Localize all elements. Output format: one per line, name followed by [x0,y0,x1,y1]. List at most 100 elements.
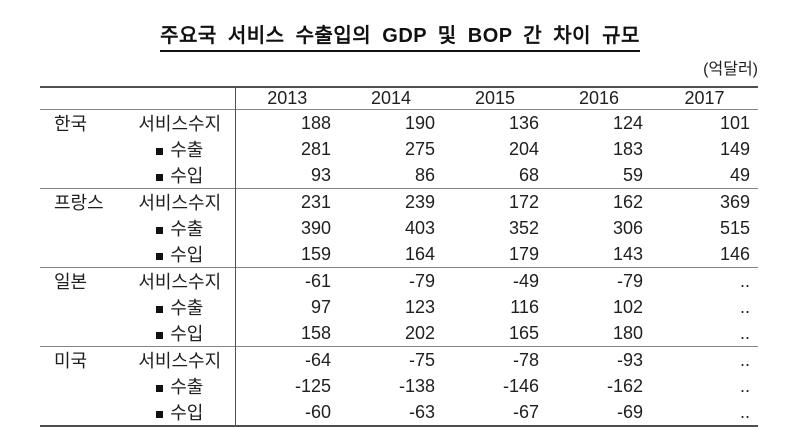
bullet-square-icon [156,253,164,260]
value-cell: 515 [719,217,750,238]
country-cell: 미국 [54,351,88,371]
table-row: 수입 159 164 179 143 146 [40,241,758,268]
value-cell: 369 [719,191,750,212]
value-cell: .. [739,375,750,396]
table-row: 수입 158 202 165 180.. [40,320,758,347]
row-label: 수출 [170,140,204,160]
value-cell: 68 [518,164,539,185]
country-cell [40,294,125,320]
value-cell: .. [739,296,750,317]
table-row: 수출 390 403 352 306 515 [40,215,758,241]
value-cell: 204 [508,138,539,159]
value-cell: 180 [612,322,643,343]
value-cell: 49 [729,164,750,185]
data-table: 2013 2014 2015 2016 2017 한국 서비스수지 188 190 13… [40,86,758,427]
value-cell: 149 [719,138,750,159]
value-cell: 179 [508,243,539,264]
value-cell: 281 [300,138,331,159]
country-cell [40,399,125,426]
value-cell: 102 [612,296,643,317]
value-cell: 86 [414,164,435,185]
bullet-square-icon [156,306,164,313]
header-year-2014: 2014 [370,88,412,108]
header-year-2016: 2016 [578,88,620,108]
value-cell: 93 [310,164,331,185]
row-label: 수입 [170,166,204,186]
value-cell: 158 [300,322,331,343]
header-year-2015: 2015 [474,88,516,108]
row-label: 서비스수지 [138,351,222,371]
table-row: 수출 -125 -138 -146 -162.. [40,373,758,399]
row-label: 서비스수지 [138,114,222,134]
header-empty-cell [40,87,236,110]
value-cell: 202 [404,322,435,343]
header-year-2013: 2013 [267,88,308,108]
value-cell: 188 [300,112,331,133]
value-cell: -75 [408,349,435,370]
bullet-square-icon [156,411,164,418]
header-year-2017: 2017 [684,88,725,108]
row-label-cell: 서비스수지 [125,267,236,294]
table-row: 한국 서비스수지 188 190 136 124 101 [40,109,758,136]
unit-label: (억달러) [703,61,758,78]
value-cell: 165 [508,322,539,343]
value-cell: -63 [408,401,435,422]
country-cell: 프랑스 [54,193,104,213]
row-label: 서비스수지 [138,193,222,213]
table-row: 수출 97 123 116 102.. [40,294,758,320]
value-cell: -162 [606,375,643,396]
row-label-cell: 수출 [125,136,236,162]
row-label: 수출 [170,219,204,239]
value-cell: -138 [398,375,435,396]
value-cell: 143 [612,243,643,264]
value-cell: -69 [616,401,643,422]
table-row: 수입 93 86 68 59 49 [40,162,758,189]
value-cell: 352 [508,217,539,238]
table-row: 수입 -60 -63 -67 -69.. [40,399,758,426]
value-cell: 164 [404,243,435,264]
value-cell: 306 [612,217,643,238]
value-cell: -64 [304,349,331,370]
country-cell [40,241,125,268]
table-row: 프랑스 서비스수지 231 239 172 162 369 [40,188,758,215]
bullet-square-icon [156,174,164,181]
value-cell: 190 [404,112,435,133]
country-cell [40,320,125,347]
header-row: 2013 2014 2015 2016 2017 [40,87,758,110]
value-cell: 123 [404,296,435,317]
value-cell: -79 [616,270,643,291]
page-title: 주요국 서비스 수출입의 GDP 및 BOP 간 차이 규모 [160,24,640,52]
row-label-cell: 서비스수지 [125,188,236,215]
row-label: 수출 [170,298,204,318]
country-cell: 일본 [54,272,88,292]
bullet-square-icon [156,148,164,155]
row-label: 수입 [170,324,204,344]
value-cell: 101 [719,112,750,133]
value-cell: 172 [508,191,539,212]
row-label: 수입 [170,245,204,265]
row-label-cell: 서비스수지 [125,346,236,373]
value-cell: -61 [304,270,331,291]
table-row: 미국 서비스수지 -64 -75 -78 -93.. [40,346,758,373]
value-cell: 231 [300,191,331,212]
value-cell: -49 [512,270,539,291]
country-cell [40,136,125,162]
country-cell [40,215,125,241]
value-cell: 275 [404,138,435,159]
value-cell: 183 [612,138,643,159]
value-cell: .. [739,349,750,370]
value-cell: .. [739,270,750,291]
bullet-square-icon [156,332,164,339]
row-label-cell: 수입 [125,241,236,268]
value-cell: -93 [616,349,643,370]
row-label-cell: 수입 [125,162,236,189]
bullet-square-icon [156,227,164,234]
value-cell: 239 [404,191,435,212]
value-cell: -146 [502,375,539,396]
value-cell: 162 [612,191,643,212]
title-row: 주요국 서비스 수출입의 GDP 및 BOP 간 차이 규모 [0,0,800,52]
value-cell: -60 [304,401,331,422]
row-label-cell: 수출 [125,294,236,320]
value-cell: 159 [300,243,331,264]
